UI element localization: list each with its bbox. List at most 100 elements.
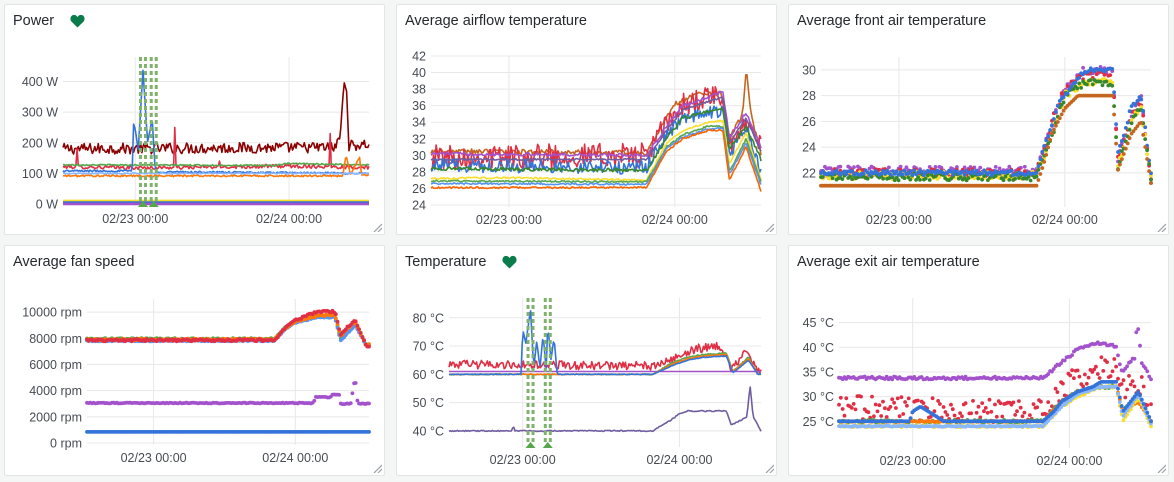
series-line <box>449 310 762 376</box>
data-point <box>1044 153 1049 157</box>
data-point <box>997 166 1002 171</box>
data-point <box>989 409 994 414</box>
data-point <box>928 414 933 419</box>
data-point <box>1105 360 1109 364</box>
data-point <box>350 391 355 396</box>
data-point <box>872 414 876 419</box>
data-point <box>1134 330 1139 335</box>
series-s2 <box>85 314 371 347</box>
series-line <box>430 107 762 173</box>
y-tick-label: 30 <box>802 63 816 77</box>
data-point <box>1034 183 1039 188</box>
data-point <box>1034 171 1039 175</box>
data-point <box>890 397 895 402</box>
annotation-marker[interactable] <box>542 442 553 448</box>
data-point <box>1001 178 1006 183</box>
temperature-chart: 40 °C 50 °C 60 °C 70 °C 80 °C 02/23 00:00 02/2… <box>413 298 762 467</box>
data-point <box>978 415 983 420</box>
data-point <box>1133 113 1138 117</box>
y-tick-label: 35 °C <box>803 366 834 380</box>
heart-icon <box>502 255 517 269</box>
data-point <box>1123 146 1128 151</box>
series-s6 <box>819 93 1153 188</box>
y-tick-label: 70 °C <box>413 340 444 354</box>
data-point <box>1132 356 1137 361</box>
annotation-marker[interactable] <box>137 201 148 207</box>
panel-title[interactable]: Average airflow temperature <box>405 13 587 29</box>
annotation-marker[interactable] <box>148 201 159 207</box>
y-tick-label: 22 <box>802 166 816 180</box>
data-point <box>1118 160 1122 164</box>
data-point <box>1085 82 1089 87</box>
data-point <box>892 400 896 405</box>
series-s3 <box>63 162 370 167</box>
data-point <box>1070 368 1074 373</box>
data-point <box>884 415 889 419</box>
data-point <box>1054 123 1058 128</box>
data-point <box>1149 177 1153 182</box>
data-point <box>941 405 946 409</box>
series-s6 <box>430 107 762 173</box>
y-tick-label: 25 °C <box>803 415 834 429</box>
y-tick-label: 30 <box>412 149 426 163</box>
data-point <box>1059 112 1064 117</box>
data-point <box>1127 374 1131 378</box>
data-point <box>1009 168 1014 173</box>
data-point <box>902 176 907 181</box>
panel-title[interactable]: Power <box>13 13 85 29</box>
data-point <box>892 172 897 176</box>
data-point <box>1000 414 1005 419</box>
data-point <box>1042 160 1047 164</box>
x-tick-label: 02/24 00:00 <box>646 453 712 467</box>
resize-handle[interactable] <box>372 222 382 232</box>
resize-handle[interactable] <box>1156 222 1166 232</box>
data-point <box>1145 152 1149 157</box>
data-point <box>333 312 338 317</box>
data-point <box>821 175 825 179</box>
y-tick-label: 38 <box>412 83 426 97</box>
data-point <box>881 399 885 404</box>
panel-title[interactable]: Average exit air temperature <box>797 254 980 270</box>
data-point <box>1128 359 1133 364</box>
x-tick-label: 02/24 00:00 <box>1032 213 1098 227</box>
data-point <box>914 178 918 182</box>
x-tick-label: 02/23 00:00 <box>121 451 187 465</box>
data-point <box>1013 177 1017 181</box>
series-line <box>63 162 370 167</box>
series-s2 <box>62 126 370 171</box>
data-point <box>937 175 942 180</box>
data-point <box>904 165 909 170</box>
resize-handle[interactable] <box>764 222 774 232</box>
annotation-marker[interactable] <box>525 442 536 448</box>
data-point <box>908 416 913 420</box>
data-point <box>894 406 898 410</box>
data-point <box>834 168 839 173</box>
data-point <box>1081 384 1085 389</box>
resize-handle[interactable] <box>372 463 382 473</box>
data-point <box>842 169 847 174</box>
data-point <box>838 395 843 400</box>
data-point <box>877 167 882 172</box>
data-point <box>1108 73 1113 77</box>
data-point <box>1018 405 1023 410</box>
resize-handle[interactable] <box>1156 463 1166 473</box>
data-point <box>1052 117 1056 121</box>
data-point <box>1138 393 1142 398</box>
panel-title[interactable]: Average front air temperature <box>797 13 986 29</box>
data-point <box>1143 145 1148 149</box>
data-point <box>1143 406 1148 411</box>
data-point <box>1121 152 1126 156</box>
series-s8 <box>430 124 762 184</box>
data-point <box>1147 162 1151 166</box>
data-point <box>884 374 889 379</box>
data-point <box>1139 97 1144 102</box>
series-line <box>430 74 762 156</box>
data-point <box>1031 402 1036 406</box>
data-point <box>1061 381 1065 386</box>
data-point <box>1116 150 1120 154</box>
data-point <box>897 414 902 419</box>
resize-handle[interactable] <box>764 463 774 473</box>
y-tick-label: 0 rpm <box>50 437 82 451</box>
panel-title[interactable]: Temperature <box>405 254 517 270</box>
panel-title[interactable]: Average fan speed <box>13 254 134 270</box>
